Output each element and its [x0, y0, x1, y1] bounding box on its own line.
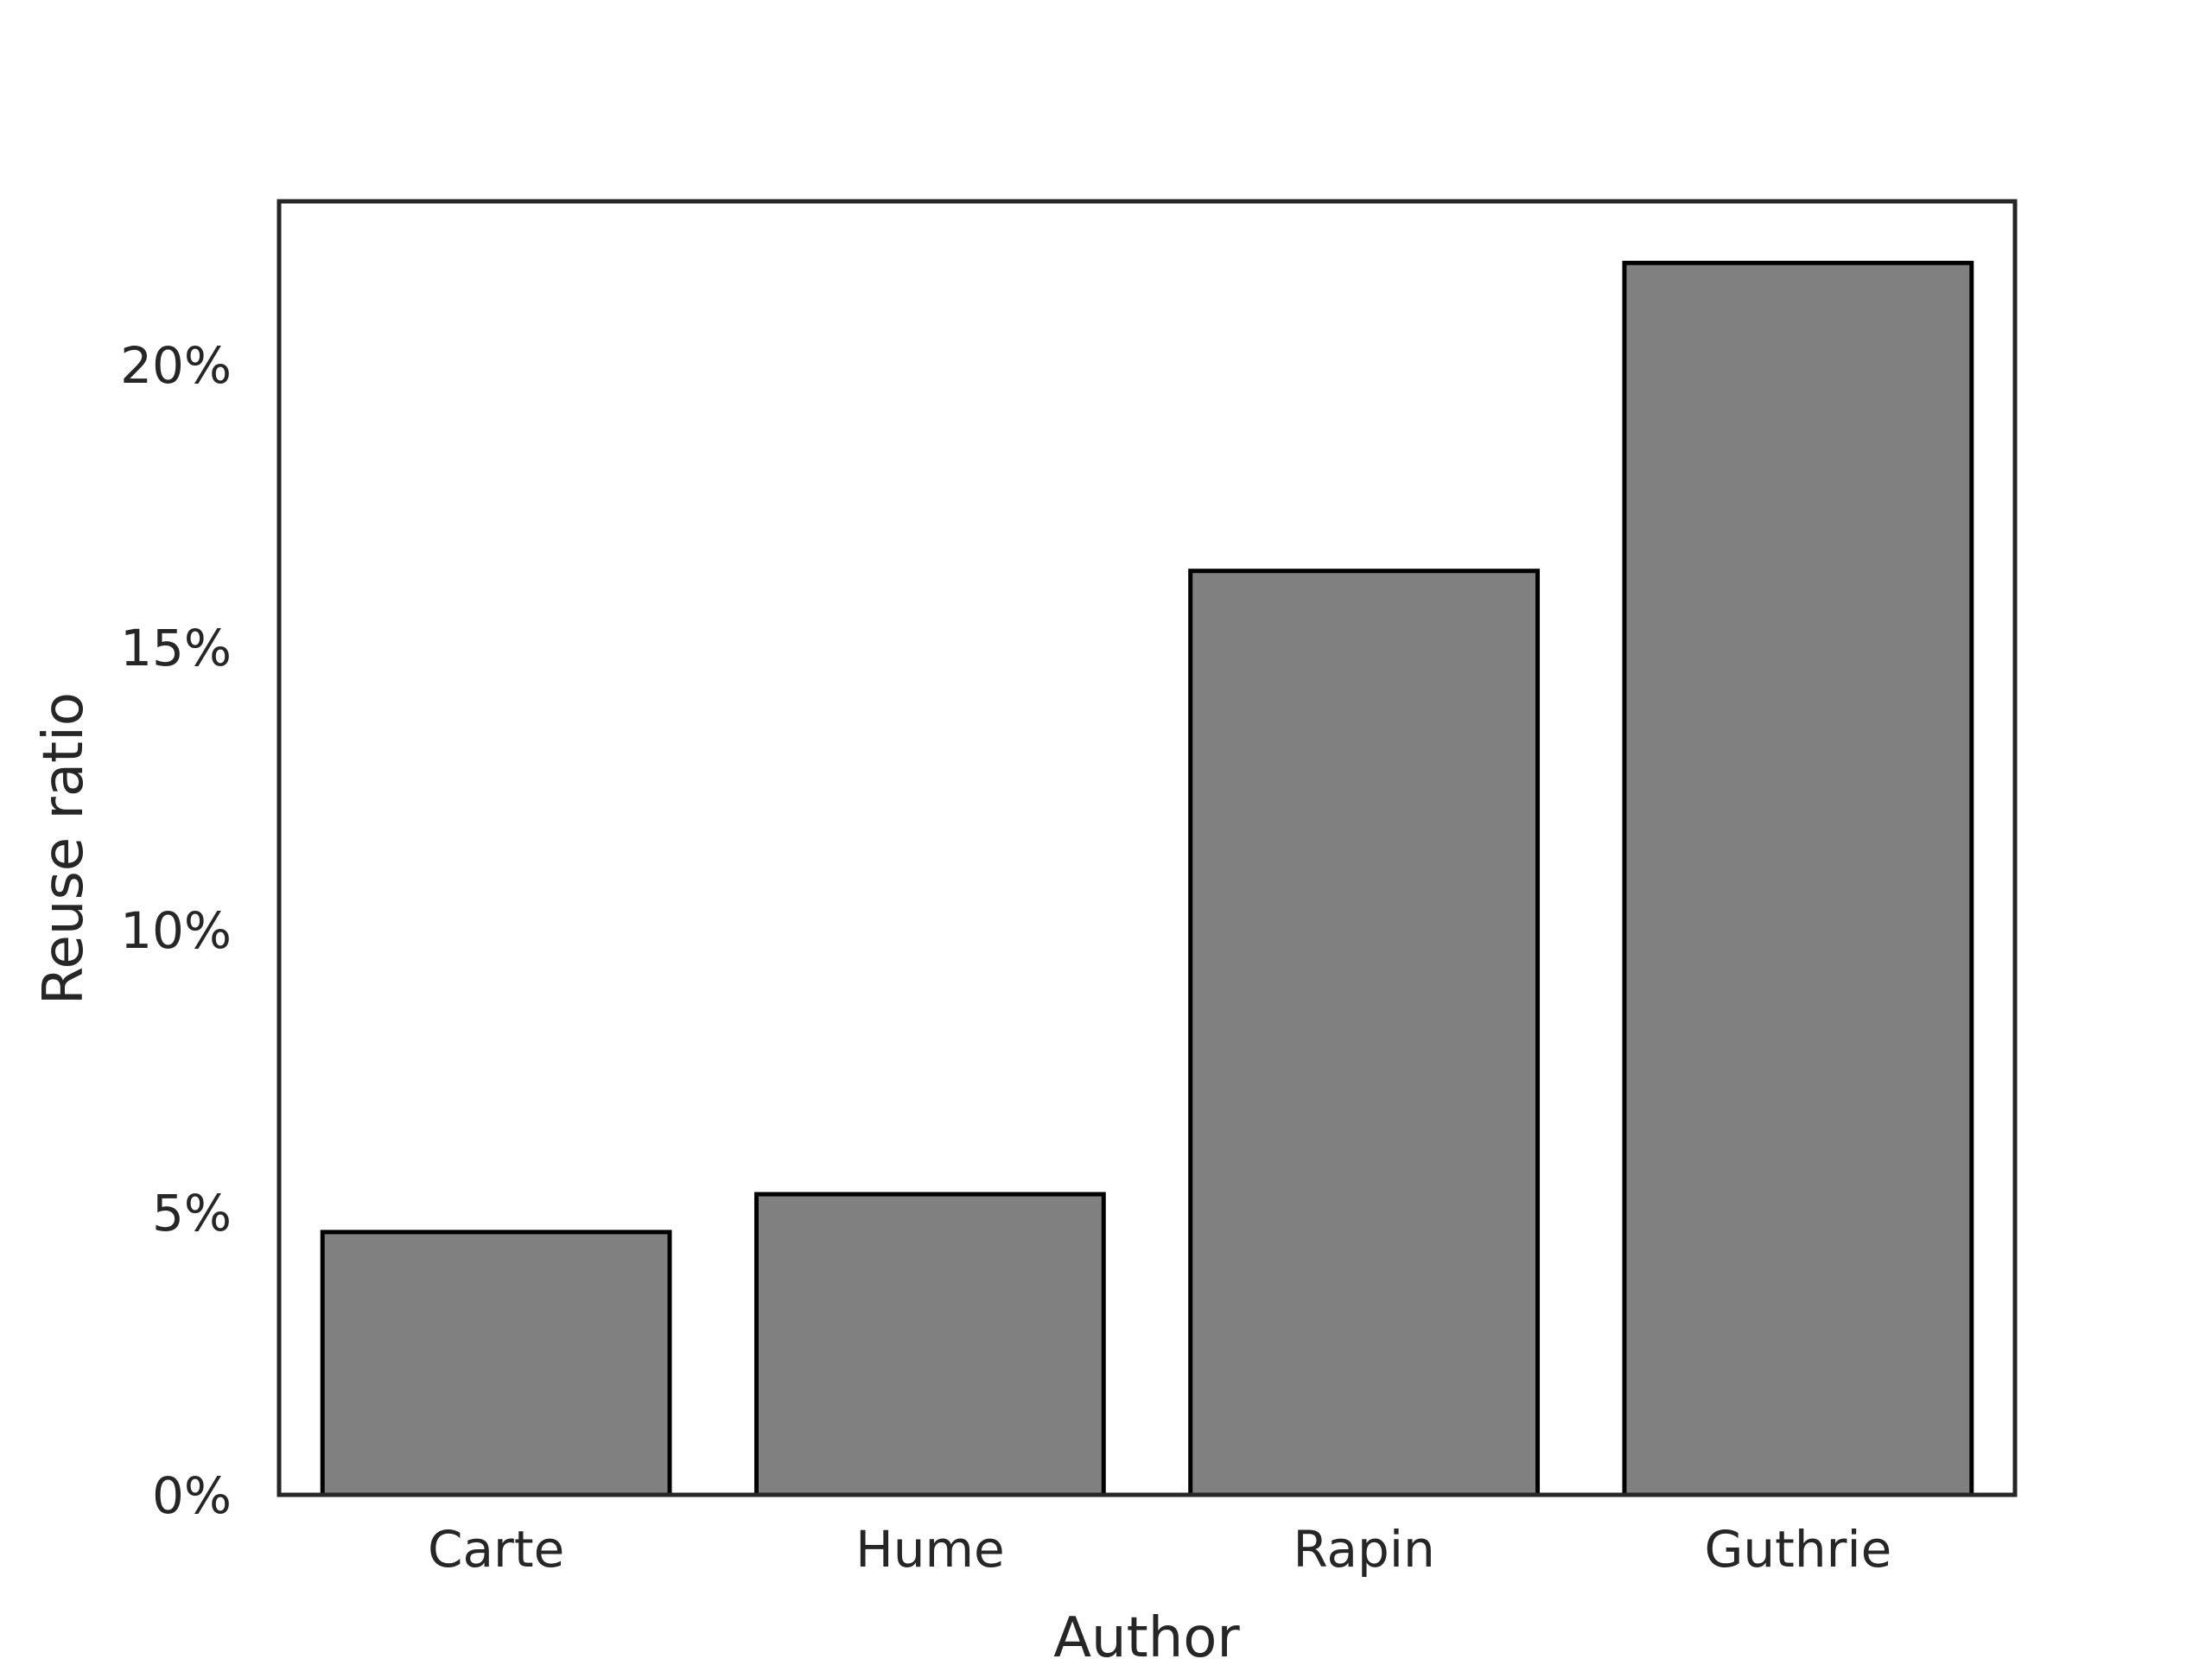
y-tick-label: 20%: [120, 336, 232, 395]
plot-frame: [276, 199, 2018, 1497]
bar-guthrie: [1622, 260, 1974, 1497]
y-axis-title: Reuse ratio: [32, 692, 96, 1005]
x-axis-ticks: Carte Hume Rapin Guthrie: [428, 1520, 1891, 1579]
bar-rapin: [1188, 569, 1541, 1497]
y-tick-label: 10%: [120, 901, 232, 960]
x-tick-label-hume: Hume: [855, 1520, 1005, 1579]
y-tick-label: 5%: [152, 1184, 232, 1243]
y-tick-label: 15%: [120, 619, 232, 677]
x-tick-label-carte: Carte: [428, 1520, 564, 1579]
x-tick-label-guthrie: Guthrie: [1704, 1520, 1891, 1579]
bar-hume: [753, 1192, 1106, 1497]
bar-carte: [320, 1230, 672, 1497]
y-tick-label: 0%: [152, 1466, 232, 1525]
x-axis-title: Author: [1053, 1606, 1240, 1659]
bars-group: [320, 260, 1974, 1497]
y-axis-ticks: 0% 5% 10% 15% 20%: [120, 336, 232, 1525]
x-tick-label-rapin: Rapin: [1293, 1520, 1434, 1579]
